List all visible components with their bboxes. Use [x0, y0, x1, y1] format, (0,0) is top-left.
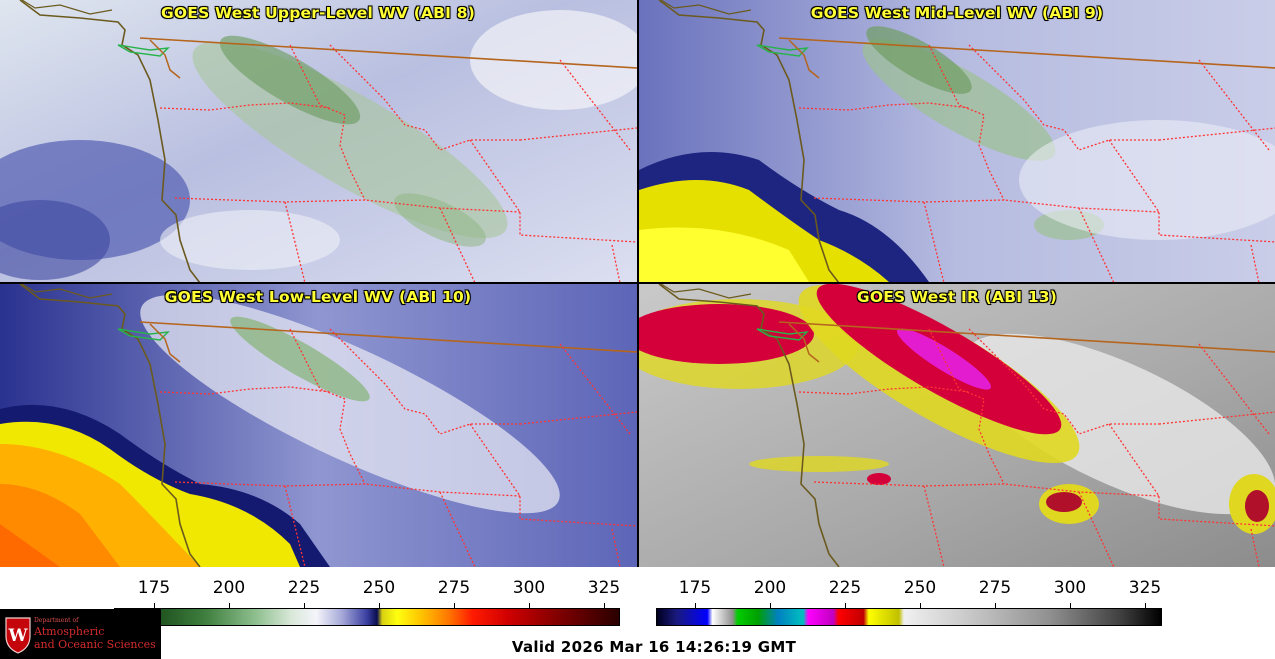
mid-level-wv-image [639, 0, 1275, 282]
colorbar-ir-tick: 200 [753, 578, 787, 598]
panel-mid-level-wv: GOES West Mid-Level WV (ABI 9) [639, 0, 1275, 282]
panel-low-level-wv: GOES West Low-Level WV (ABI 10) [0, 284, 637, 567]
colorbar-wv-tick: 325 [587, 578, 621, 598]
low-level-wv-image [0, 284, 637, 567]
colorbar-wv-tick: 275 [437, 578, 471, 598]
panel-ir: GOES West IR (ABI 13) [639, 284, 1275, 567]
colorbar-wv-tick: 200 [212, 578, 246, 598]
uw-crest-icon: W [5, 617, 31, 654]
logo-line2: Atmospheric [34, 625, 105, 638]
colorbar-ir-tick: 275 [978, 578, 1012, 598]
colorbar-ir-tick: 325 [1128, 578, 1162, 598]
panel-title: GOES West IR (ABI 13) [856, 288, 1058, 306]
colorbar-wv-tick: 300 [512, 578, 546, 598]
colorbar-ir-tick: 225 [828, 578, 862, 598]
uw-aos-logo: W Department of Atmospheric and Oceanic … [0, 609, 161, 659]
colorbar-ir-tick: 175 [678, 578, 712, 598]
panel-title: GOES West Low-Level WV (ABI 10) [164, 288, 472, 306]
panel-title: GOES West Mid-Level WV (ABI 9) [810, 4, 1104, 22]
upper-level-wv-image [0, 0, 637, 282]
svg-text:W: W [7, 626, 28, 646]
colorbar-ir-tick: 250 [903, 578, 937, 598]
panel-divider-horizontal [0, 282, 1275, 284]
logo-line3: and Oceanic Sciences [34, 638, 156, 651]
colorbar-ir-tick: 300 [1053, 578, 1087, 598]
colorbar-ir-bar [656, 608, 1162, 626]
colorbar-wv-tick: 225 [287, 578, 321, 598]
panel-title: GOES West Upper-Level WV (ABI 8) [160, 4, 476, 22]
valid-time: Valid 2026 Mar 16 14:26:19 GMT [511, 638, 797, 656]
panel-upper-level-wv: GOES West Upper-Level WV (ABI 8) [0, 0, 637, 282]
colorbar-wv-tick: 175 [137, 578, 171, 598]
ir-image [639, 284, 1275, 567]
colorbar-wv-bar [114, 608, 620, 626]
logo-line1: Department of [34, 617, 79, 624]
colorbar-wv-tick: 250 [362, 578, 396, 598]
